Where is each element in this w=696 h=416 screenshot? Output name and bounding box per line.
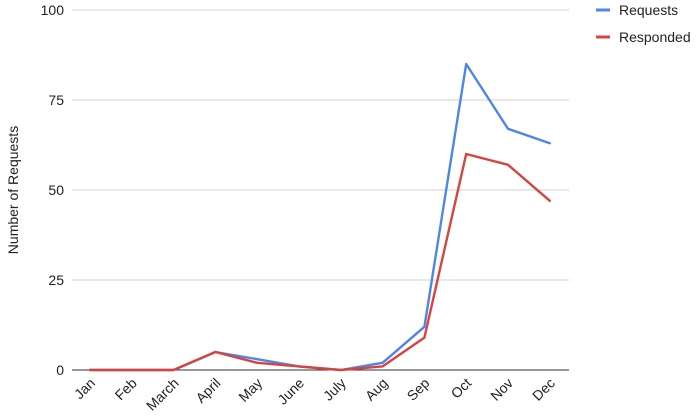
x-tick-label: Nov bbox=[487, 375, 516, 404]
x-tick-label: Sep bbox=[404, 375, 433, 404]
x-tick-label: Jan bbox=[71, 375, 98, 402]
gridlines bbox=[72, 9, 569, 371]
series-lines bbox=[88, 62, 551, 372]
y-axis-title: Number of Requests bbox=[5, 126, 21, 254]
series-line-responded bbox=[88, 152, 551, 372]
x-tick-label: Dec bbox=[529, 375, 558, 404]
y-axis-ticks: 0 25 50 75 100 bbox=[41, 2, 65, 378]
y-tick-label: 75 bbox=[48, 92, 64, 108]
x-tick-label: Feb bbox=[112, 375, 141, 404]
legend: Requests Responded bbox=[596, 2, 691, 45]
x-tick-label: May bbox=[235, 375, 265, 405]
series-line-requests bbox=[88, 62, 551, 372]
x-tick-label: March bbox=[143, 375, 182, 414]
y-tick-label: 0 bbox=[56, 362, 64, 378]
x-tick-label: Oct bbox=[448, 375, 475, 402]
legend-label: Requests bbox=[619, 2, 678, 18]
x-tick-label: Aug bbox=[362, 375, 391, 404]
x-tick-label: April bbox=[192, 375, 223, 406]
x-axis-ticks: Jan Feb March April May June July Aug Sep Oct Nov D… bbox=[71, 375, 558, 414]
y-tick-label: 50 bbox=[48, 182, 64, 198]
y-tick-label: 100 bbox=[41, 2, 65, 18]
x-tick-label: July bbox=[320, 375, 349, 404]
x-tick-label: June bbox=[274, 375, 307, 408]
y-tick-label: 25 bbox=[48, 272, 64, 288]
legend-label: Responded bbox=[619, 29, 691, 45]
